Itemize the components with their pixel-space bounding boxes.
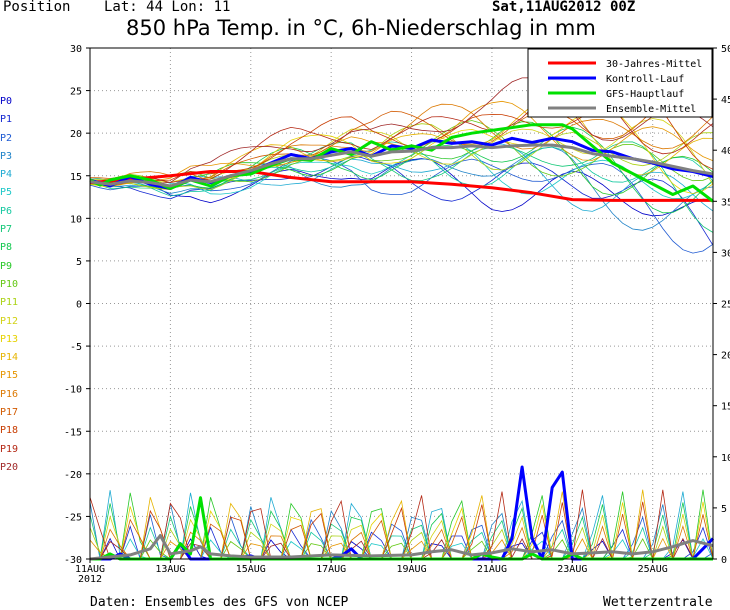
x-tick-label: 17AUG xyxy=(316,564,346,575)
brand-label: Wetterzentrale xyxy=(603,595,713,610)
member-line-P3 xyxy=(89,146,714,231)
series-line-Ensemble-Mittel xyxy=(89,143,714,188)
member-label-P17: P17 xyxy=(0,407,19,419)
member-labels: P0 P1 P2 P3 P4 P5 P6 P7 P8 P9 P10 P11 P12 P13 P14 P15 P1… xyxy=(0,96,30,480)
legend-label: 30-Jahres-Mittel xyxy=(606,59,702,70)
member-label-P3: P3 xyxy=(0,150,13,162)
x-tick-label: 21AUG xyxy=(477,564,507,575)
member-label-P2: P2 xyxy=(0,132,13,144)
member-line-P1 xyxy=(89,156,714,246)
member-label-P7: P7 xyxy=(0,224,13,236)
lat-lon: Lat: 44 Lon: 11 xyxy=(104,0,231,15)
y-tick-label-left: -20 xyxy=(64,470,82,481)
y-tick-label-left: 5 xyxy=(76,257,82,268)
y-tick-label-left: -25 xyxy=(64,512,82,523)
chart-title: 850 hPa Temp. in °C, 6h-Niederschlag in … xyxy=(126,16,596,40)
y-tick-label-right: 45 xyxy=(721,95,730,106)
member-label-P18: P18 xyxy=(0,425,19,437)
series-line-30-Jahres-Mittel xyxy=(89,170,713,202)
run-date: Sat,11AUG2012 00Z xyxy=(492,0,636,15)
precip-lines xyxy=(89,465,715,561)
y-tick-label-left: -10 xyxy=(64,385,82,396)
y-tick-label-left: 25 xyxy=(70,87,82,98)
y-tick-label-right: 20 xyxy=(721,351,730,362)
y-tick-label-left: 20 xyxy=(70,129,82,140)
y-tick-label-right: 35 xyxy=(721,197,730,208)
x-tick-label: 25AUG xyxy=(638,564,668,575)
data-source: Daten: Ensembles des GFS von NCEP xyxy=(90,595,349,610)
member-label-P13: P13 xyxy=(0,333,19,345)
member-label-P5: P5 xyxy=(0,187,13,199)
temperature-series xyxy=(89,123,714,203)
x-tick-label: 15AUG xyxy=(236,564,266,575)
member-line-P20 xyxy=(89,77,714,185)
x-tick-label: 19AUG xyxy=(396,564,426,575)
legend-label: Ensemble-Mittel xyxy=(606,104,696,115)
member-label-P9: P9 xyxy=(0,260,13,272)
y-tick-label-left: 15 xyxy=(70,172,82,183)
legend-box xyxy=(527,48,713,118)
member-label-P0: P0 xyxy=(0,96,13,107)
member-line-P4 xyxy=(89,143,714,212)
member-label-P8: P8 xyxy=(0,242,13,254)
plot-frame xyxy=(89,47,714,560)
x-tick-label: 23AUG xyxy=(557,564,587,575)
legend-label: Kontroll-Lauf xyxy=(606,74,684,85)
x-tick-sublabel: 2012 xyxy=(78,574,102,585)
legend-label: GFS-Hauptlauf xyxy=(606,89,684,100)
y-tick-label-right: 50 xyxy=(721,44,730,55)
member-label-P15: P15 xyxy=(0,370,19,382)
member-label-P20: P20 xyxy=(0,461,19,473)
chart-grid xyxy=(90,48,713,559)
chart-legend: 30-Jahres-Mittel Kontroll-Lauf GFS-Hauptla… xyxy=(527,48,713,118)
y-tick-label-left: 10 xyxy=(70,214,82,225)
y-tick-label-left: -5 xyxy=(70,342,82,353)
y-tick-label-right: 15 xyxy=(721,402,730,413)
chart-axes: -30 -25 -20 -15 -10 -5 0 5 10 15 20 25 30 0 5 10 15 20 25 3… xyxy=(64,44,730,585)
member-line-P16 xyxy=(89,103,714,184)
y-tick-label-right: 0 xyxy=(721,555,727,566)
y-tick-label-left: -15 xyxy=(64,427,82,438)
ensemble-members xyxy=(89,77,714,560)
member-label-P19: P19 xyxy=(0,443,19,455)
member-label-P10: P10 xyxy=(0,278,19,290)
member-label-P4: P4 xyxy=(0,169,13,181)
member-label-P16: P16 xyxy=(0,388,19,400)
y-tick-label-left: 0 xyxy=(76,300,82,311)
precip-line-Ensemble-Mittel xyxy=(89,534,714,561)
member-label-P6: P6 xyxy=(0,205,13,217)
y-tick-label-left: 30 xyxy=(70,44,82,55)
x-tick-label: 13AUG xyxy=(155,564,185,575)
y-tick-label-right: 10 xyxy=(721,453,730,464)
y-tick-label-right: 5 xyxy=(721,504,727,515)
member-label-P1: P1 xyxy=(0,114,13,126)
y-tick-label-right: 30 xyxy=(721,248,730,259)
member-label-P11: P11 xyxy=(0,297,19,309)
y-tick-label-left: -30 xyxy=(64,555,82,566)
y-tick-label-right: 25 xyxy=(721,300,730,311)
member-label-P12: P12 xyxy=(0,315,19,327)
member-label-P14: P14 xyxy=(0,352,19,364)
y-tick-label-right: 40 xyxy=(721,146,730,157)
x-tick-label: 11AUG xyxy=(75,564,105,575)
position-label: Position xyxy=(3,0,71,15)
